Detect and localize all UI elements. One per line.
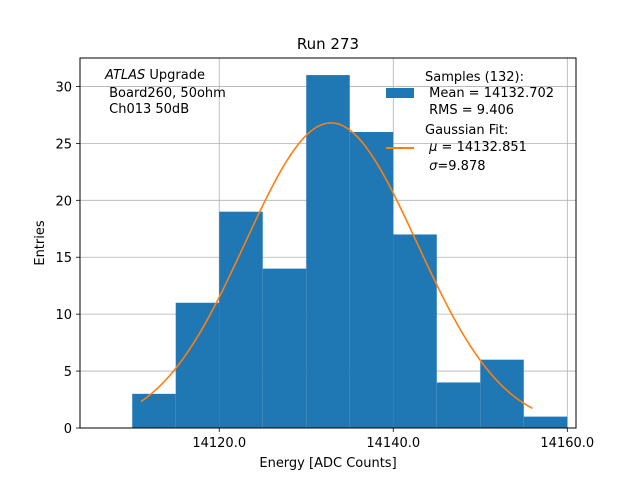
- y-tick-label: 25: [55, 137, 72, 152]
- chart-title: Run 273: [297, 35, 359, 53]
- y-tick-label: 30: [55, 80, 72, 95]
- y-tick-label: 0: [64, 422, 72, 437]
- y-axis-label: Entries: [33, 220, 48, 266]
- legend: Samples (132): Mean = 14132.702 RMS = 9.…: [386, 70, 554, 174]
- annotation-atlas: ATLAS: [104, 68, 145, 83]
- annotation-line-1: ATLAS Upgrade: [104, 68, 205, 83]
- legend-fit-mu-symbol: μ: [428, 140, 437, 155]
- histogram-bar: [262, 268, 307, 428]
- x-tick-label: 14160.0: [540, 436, 594, 451]
- histogram-bar: [219, 211, 263, 428]
- gaussian-fit: [140, 122, 533, 410]
- y-tick-label: 10: [55, 308, 72, 323]
- x-axis-label: Energy [ADC Counts]: [259, 456, 396, 471]
- legend-fit-sigma-value: =9.878: [437, 159, 485, 174]
- legend-hist-swatch: [386, 88, 414, 98]
- legend-fit-title: Gaussian Fit:: [425, 123, 508, 138]
- annotation-line-2: Board260, 50ohm: [105, 86, 226, 101]
- y-tick-label: 20: [55, 194, 72, 209]
- y-axis-ticks: 0 5 10 15 20 25 30: [55, 80, 80, 437]
- plot-frame: [79, 57, 577, 429]
- histogram-bar: [349, 132, 394, 428]
- y-tick-label: 15: [55, 251, 72, 266]
- histogram-bar: [175, 302, 220, 428]
- histogram-bar: [132, 393, 176, 428]
- x-tick-label: 14140.0: [366, 436, 420, 451]
- histogram-bar: [393, 234, 437, 428]
- annotation-upgrade: Upgrade: [145, 68, 205, 83]
- histogram-bar: [523, 416, 568, 428]
- legend-hist-rms: RMS = 9.406: [425, 103, 514, 118]
- legend-hist-title: Samples (132):: [425, 70, 524, 85]
- y-tick-label: 5: [64, 365, 72, 380]
- histogram-bar: [480, 359, 524, 428]
- legend-fit-sigma: σ=9.878: [425, 159, 486, 174]
- annotation-line-3: Ch013 50dB: [105, 102, 189, 117]
- legend-fit-sigma-symbol: σ: [429, 159, 438, 174]
- legend-hist-mean: Mean = 14132.702: [425, 86, 554, 101]
- annotation-box: ATLAS Upgrade Board260, 50ohm Ch013 50dB: [104, 68, 226, 117]
- x-tick-label: 14120.0: [192, 436, 246, 451]
- histogram-bars: [132, 75, 568, 429]
- histogram-bar: [306, 75, 350, 429]
- legend-fit-mu-value: = 14132.851: [437, 140, 526, 155]
- gaussian-fit-curve: [140, 122, 533, 410]
- legend-fit-mu: μ = 14132.851: [425, 140, 527, 155]
- histogram-bar: [436, 382, 481, 428]
- x-axis-ticks: 14120.0 14140.0 14160.0: [192, 428, 594, 451]
